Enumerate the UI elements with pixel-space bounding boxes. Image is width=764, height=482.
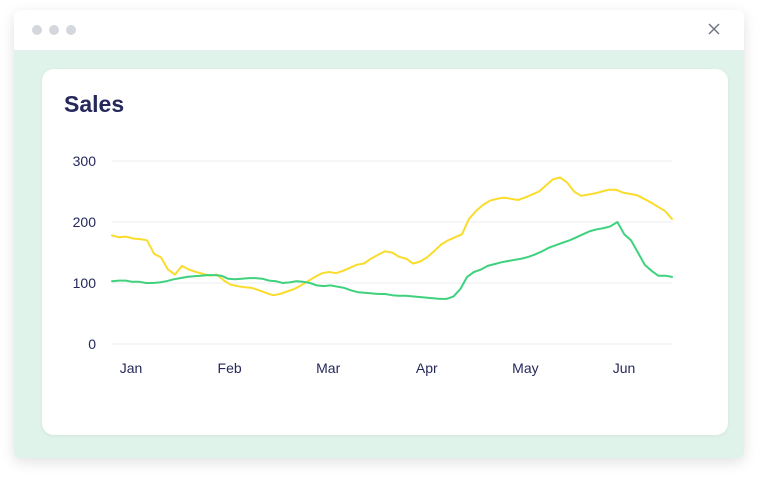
x-tick-label: May — [512, 360, 538, 376]
y-tick-label: 100 — [73, 275, 97, 291]
window-dot-icon — [66, 25, 76, 35]
y-tick-label: 200 — [73, 214, 97, 230]
x-tick-label: Feb — [218, 360, 242, 376]
sales-line-chart: 0 100 200 300 Jan Feb Mar Apr May Jun — [73, 153, 673, 376]
y-tick-label: 300 — [73, 153, 97, 169]
title-bar — [14, 10, 744, 51]
close-icon[interactable] — [704, 19, 724, 39]
y-tick-label: 0 — [88, 336, 96, 352]
close-icon-glyph — [708, 23, 720, 35]
chart-title: Sales — [64, 91, 125, 117]
x-tick-label: Jun — [613, 360, 636, 376]
x-tick-label: Jan — [120, 360, 143, 376]
x-tick-label: Apr — [416, 360, 438, 376]
x-tick-label: Mar — [316, 360, 340, 376]
window-dot-icon — [49, 25, 59, 35]
series-line-1 — [111, 221, 673, 300]
chart-card: Sales 0 100 200 300 Jan Feb Mar Apr May Jun — [42, 69, 728, 435]
app-window: Sales 0 100 200 300 Jan Feb Mar Apr May Jun — [14, 10, 744, 458]
window-dot-icon — [32, 25, 42, 35]
series-line-0 — [111, 176, 673, 297]
